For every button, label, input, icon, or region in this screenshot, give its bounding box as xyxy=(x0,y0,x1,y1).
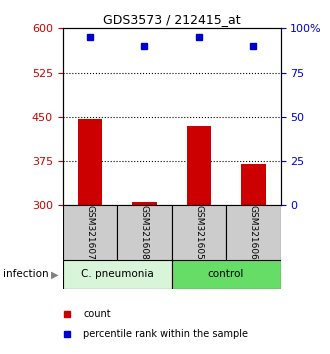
Text: GSM321607: GSM321607 xyxy=(85,205,94,260)
Bar xyxy=(241,164,266,205)
Bar xyxy=(226,205,280,260)
Bar xyxy=(78,119,102,205)
Bar xyxy=(63,205,117,260)
Bar xyxy=(172,205,226,260)
Text: GSM321606: GSM321606 xyxy=(249,205,258,260)
Text: GSM321608: GSM321608 xyxy=(140,205,149,260)
Text: control: control xyxy=(208,269,244,279)
Text: percentile rank within the sample: percentile rank within the sample xyxy=(83,329,248,339)
Bar xyxy=(172,260,280,289)
Bar xyxy=(132,202,157,205)
Bar xyxy=(117,205,172,260)
Text: infection: infection xyxy=(3,269,49,279)
Text: count: count xyxy=(83,309,111,319)
Text: GSM321605: GSM321605 xyxy=(194,205,203,260)
Text: C. pneumonia: C. pneumonia xyxy=(81,269,153,279)
Bar xyxy=(186,126,211,205)
Title: GDS3573 / 212415_at: GDS3573 / 212415_at xyxy=(103,13,241,26)
Text: ▶: ▶ xyxy=(51,269,59,279)
Bar xyxy=(63,260,172,289)
